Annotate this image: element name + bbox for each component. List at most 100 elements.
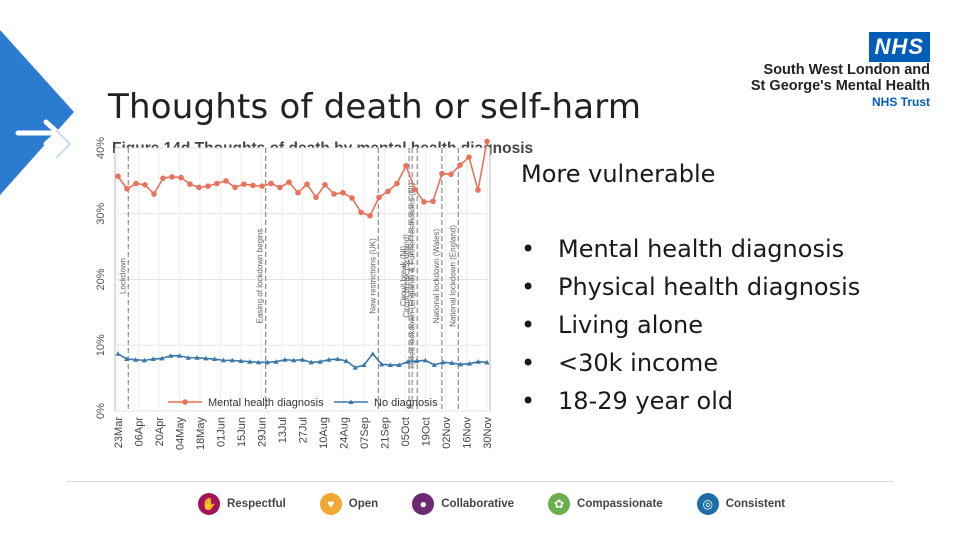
data-point — [223, 178, 229, 184]
trust-logo: NHS South West London and St George's Me… — [751, 32, 930, 110]
data-point — [403, 162, 409, 169]
data-point — [220, 357, 227, 363]
data-point — [268, 180, 274, 187]
list-item: • Mental health diagnosis — [521, 235, 845, 263]
corner-accent — [0, 30, 74, 195]
x-axis-ticks: 23Mar 06Apr 20Apr 04May 18May 01Jun 15Jun 29Jun… — [113, 417, 494, 451]
data-point — [185, 355, 191, 360]
data-point — [385, 188, 391, 195]
data-point — [229, 357, 235, 363]
trust-values: ✋ Respectful ♥ Open ● Collaborative ✿ Co… — [198, 493, 819, 515]
y-tick-label: 40% — [95, 137, 107, 159]
x-tick-label: 21Sep — [380, 417, 392, 449]
x-tick-label: 20Apr — [154, 417, 166, 447]
x-tick-label: 18May — [195, 417, 207, 451]
annotation-label: Easing of lockdown begins — [256, 229, 265, 324]
chart-grid — [114, 147, 491, 412]
data-point — [151, 191, 157, 197]
logo-line-2: St George's Mental Health — [750, 78, 930, 94]
x-tick-label: 13Jul — [277, 417, 289, 443]
data-point — [264, 359, 270, 365]
slide-title: Thoughts of death or self-harm — [108, 86, 642, 127]
nhs-badge: NHS — [868, 32, 930, 62]
data-point — [277, 184, 283, 191]
data-point — [376, 194, 382, 201]
data-point — [466, 361, 473, 366]
data-point — [282, 357, 288, 362]
data-point — [255, 359, 262, 365]
value-compassionate: ✿ Compassionate — [548, 493, 663, 515]
data-point — [431, 362, 437, 367]
data-point — [132, 357, 139, 362]
footer-divider — [66, 481, 894, 482]
line-chart: Lockdown Easing of lockdown begins New res… — [95, 137, 494, 451]
data-point — [169, 174, 175, 180]
data-point — [273, 359, 279, 364]
x-tick-label: 04May — [175, 417, 187, 451]
data-point — [349, 195, 355, 201]
x-tick-label: 30Nov — [482, 417, 494, 449]
data-point — [295, 189, 301, 196]
data-point — [394, 180, 400, 187]
data-point — [326, 357, 332, 362]
data-point — [286, 179, 292, 185]
data-point — [335, 356, 341, 362]
heart-icon: ♥ — [319, 493, 342, 515]
list-item: • <30k income — [521, 349, 719, 377]
data-point — [150, 356, 156, 362]
legend-marker — [348, 399, 354, 404]
annotation-label: Circuit break (NI) — [399, 245, 408, 306]
data-point — [196, 184, 202, 191]
data-point — [340, 189, 346, 196]
data-point — [475, 359, 481, 364]
data-point — [361, 362, 367, 367]
value-consistent: ◎ Consistent — [696, 493, 785, 515]
x-tick-label: 06Apr — [134, 417, 146, 447]
list-item: • 18-29 year old — [521, 387, 734, 415]
chart-legend: Mental health diagnosis No diagnosis — [168, 397, 438, 409]
data-point — [457, 162, 463, 168]
data-point — [322, 182, 328, 188]
x-tick-label: 29Jun — [257, 417, 269, 447]
data-point — [115, 351, 121, 356]
value-respectful: ✋ Respectful — [198, 493, 286, 515]
data-point — [133, 180, 139, 187]
value-collaborative: ● Collaborative — [412, 493, 514, 515]
arrow-icon — [15, 119, 72, 159]
legend-label: No diagnosis — [374, 397, 438, 409]
data-point — [430, 198, 436, 205]
y-axis-ticks: 0% 10% 20% 30% 40% — [95, 137, 107, 419]
data-point — [187, 181, 193, 187]
people-icon: ● — [412, 493, 435, 515]
hands-icon: ✿ — [548, 493, 571, 515]
logo-line-3: NHS Trust — [871, 95, 930, 109]
data-point — [124, 185, 130, 192]
data-point — [343, 358, 350, 364]
y-tick-label: 0% — [95, 403, 107, 419]
vulnerable-panel: More vulnerable • Mental health diagnosis… — [521, 160, 860, 420]
x-tick-label: 01Jun — [216, 417, 228, 447]
annotation-label: Tiered lockdown (England) & Further rest… — [407, 182, 416, 369]
data-point — [367, 212, 373, 219]
data-point — [124, 356, 130, 362]
data-point — [232, 184, 238, 191]
data-point — [141, 357, 147, 363]
annotation-label: Lockdown — [118, 258, 127, 294]
x-tick-label: 27Jul — [298, 417, 310, 443]
data-point — [259, 183, 265, 189]
handshake-icon: ✋ — [198, 493, 220, 515]
data-point — [331, 191, 337, 197]
x-tick-label: 02Nov — [441, 417, 453, 449]
data-point — [421, 199, 427, 205]
data-point — [212, 356, 218, 362]
data-point — [250, 182, 256, 189]
data-point — [448, 171, 454, 178]
data-point — [299, 357, 306, 362]
data-point — [176, 353, 183, 358]
data-point — [194, 355, 200, 360]
data-point — [160, 175, 166, 182]
list-item: • Physical health diagnosis — [521, 273, 861, 301]
x-tick-label: 16Nov — [462, 417, 474, 449]
data-point — [396, 362, 402, 367]
vulnerable-list: • Mental health diagnosis • Physical healt… — [521, 230, 860, 420]
